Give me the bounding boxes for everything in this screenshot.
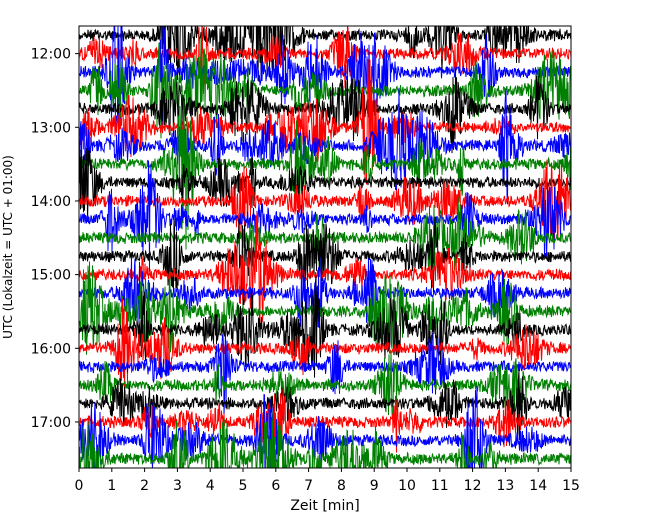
y-tick-label: 17:00	[31, 415, 71, 431]
y-tick-label: 12:00	[31, 47, 71, 63]
y-axis-label: UTC (Lokalzeit = UTC + 01:00)	[1, 155, 15, 339]
x-tick-label: 2	[140, 478, 149, 494]
trace-line-19	[79, 330, 571, 416]
trace-line-15	[79, 256, 571, 328]
x-tick-label: 11	[431, 478, 449, 494]
trace-line-1	[79, 26, 571, 81]
x-tick-label: 7	[304, 478, 313, 494]
x-axis: 0 1 2 3 4 5 6 7 8 9 10 11 12 13 14 15	[75, 468, 580, 494]
x-axis-label: Zeit [min]	[290, 498, 359, 514]
trace-line-14	[79, 212, 571, 330]
y-tick-label: 13:00	[31, 120, 71, 136]
trace-line-5	[79, 68, 571, 154]
trace-line-6	[79, 58, 571, 185]
x-tick-label: 12	[464, 478, 482, 494]
x-tick-label: 3	[173, 478, 182, 494]
trace-line-16	[79, 261, 571, 355]
x-tick-label: 5	[239, 478, 248, 494]
x-tick-label: 10	[398, 478, 416, 494]
seismic-traces	[79, 26, 571, 468]
trace-line-4	[79, 36, 571, 139]
trace-line-8	[79, 100, 571, 250]
x-tick-label: 1	[107, 478, 116, 494]
trace-line-3	[79, 26, 571, 130]
trace-line-24	[79, 410, 571, 468]
trace-line-9	[79, 147, 571, 221]
x-tick-label: 8	[337, 478, 346, 494]
y-tick-label: 16:00	[31, 341, 71, 357]
trace-line-20	[79, 350, 571, 421]
x-tick-label: 13	[496, 478, 514, 494]
x-tick-label: 6	[271, 478, 280, 494]
trace-line-22	[79, 389, 571, 453]
y-axis: 12:00 13:00 14:00 15:00 16:00 17:00	[31, 47, 79, 431]
x-tick-label: 15	[562, 478, 580, 494]
x-tick-label: 14	[529, 478, 547, 494]
x-tick-label: 4	[206, 478, 215, 494]
plot-frame	[78, 25, 572, 469]
y-tick-label: 15:00	[31, 268, 71, 284]
trace-line-11	[79, 160, 571, 272]
x-tick-label: 0	[75, 478, 84, 494]
trace-line-18	[79, 298, 571, 396]
x-tick-label: 9	[370, 478, 379, 494]
y-tick-label: 14:00	[31, 194, 71, 210]
trace-line-21	[79, 369, 571, 441]
